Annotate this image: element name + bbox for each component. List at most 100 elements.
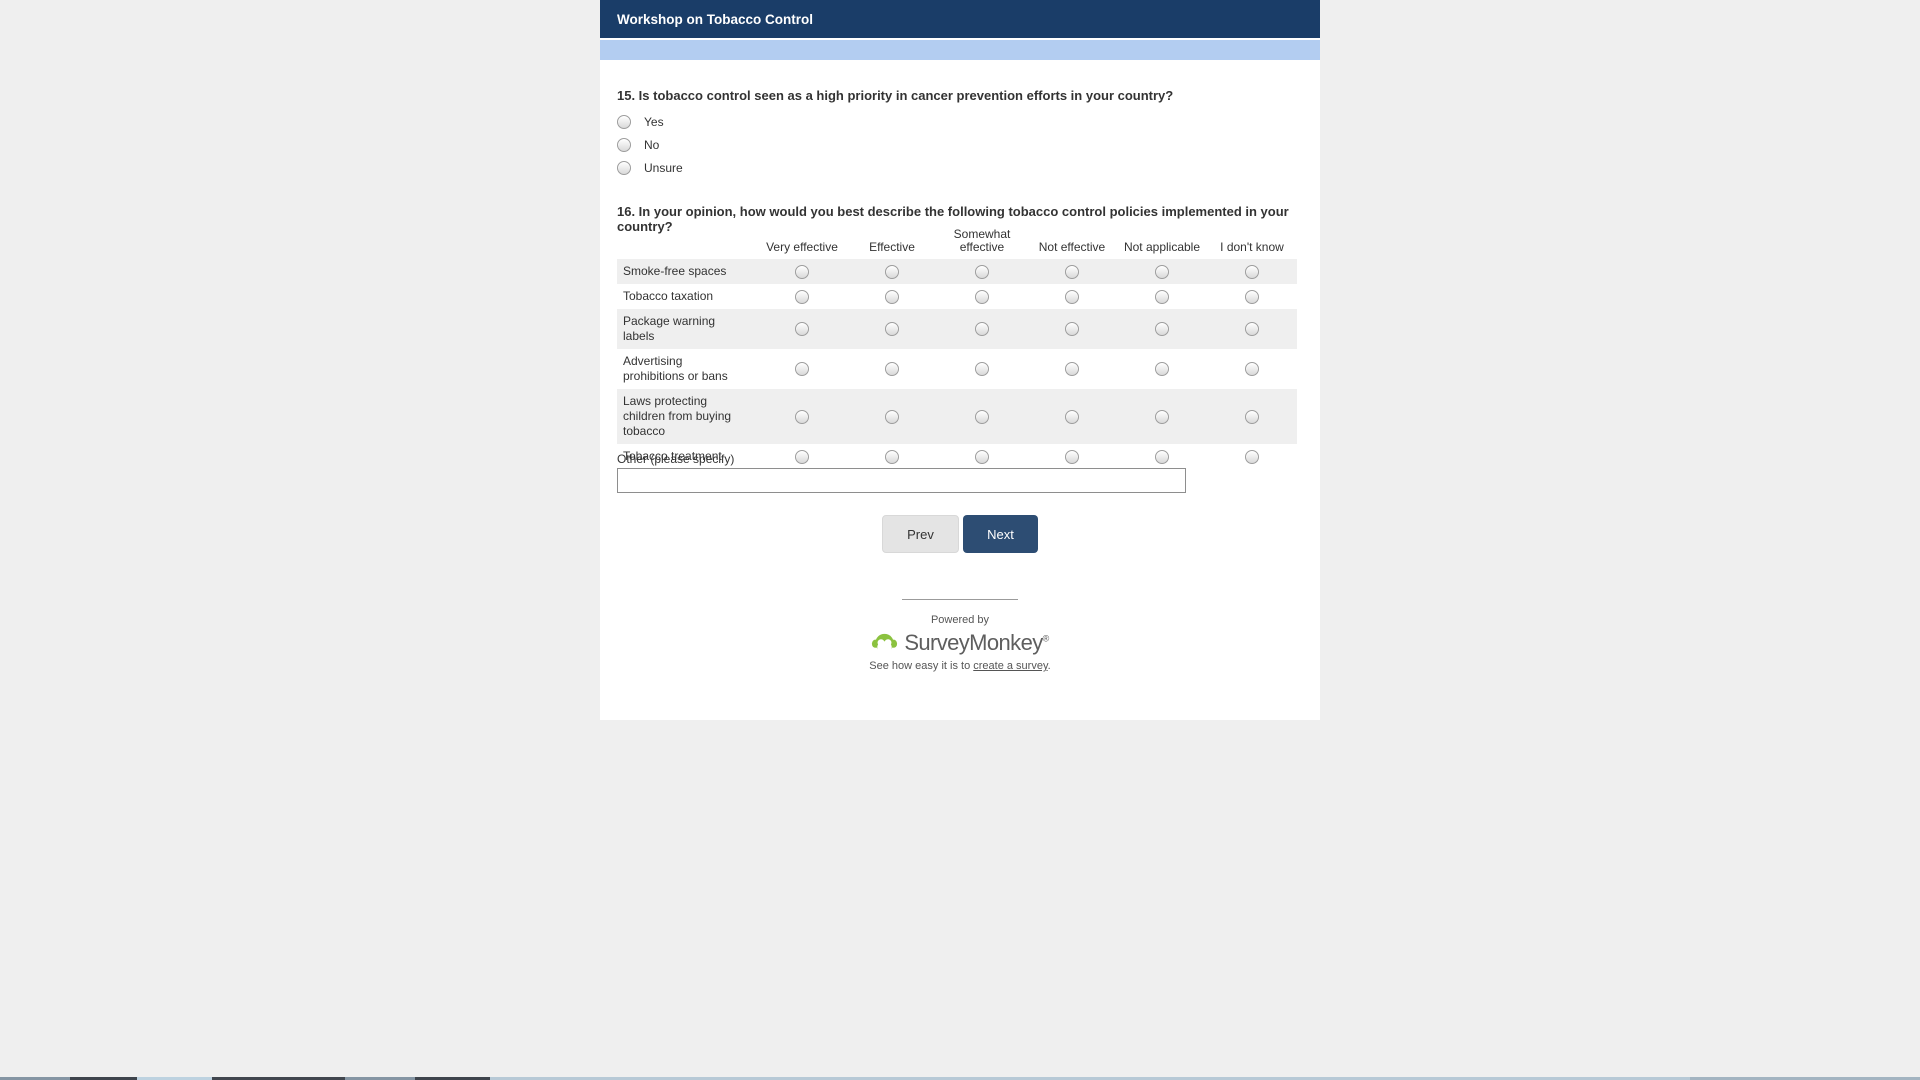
matrix-cell [1027, 409, 1117, 424]
matrix-column-header: Not applicable [1123, 240, 1201, 254]
matrix-cell [1027, 264, 1117, 279]
matrix-radio-button[interactable] [795, 264, 809, 279]
question-15-title: 15. Is tobacco control seen as a high pr… [617, 88, 1174, 103]
matrix-radio-button[interactable] [1065, 322, 1079, 336]
matrix-column-header: I don't know [1220, 240, 1284, 254]
q15-option-yes[interactable]: Yes [617, 110, 683, 133]
matrix-radio-button[interactable] [975, 409, 989, 424]
matrix-cell [1027, 362, 1117, 376]
matrix-cell [937, 449, 1027, 464]
matrix-cell [937, 264, 1027, 279]
matrix-header: Very effective Effective Somewhat effectiv… [617, 224, 1297, 259]
progress-bar [600, 40, 1320, 60]
matrix-cell [1207, 409, 1297, 424]
matrix-row: Package warning labels [617, 309, 1297, 349]
survey-page: Workshop on Tobacco Control 15. Is tobac… [600, 0, 1320, 720]
radio-button-icon[interactable] [617, 137, 631, 152]
radio-button-icon[interactable] [617, 114, 631, 129]
matrix-radio-button[interactable] [795, 362, 809, 376]
matrix-radio-button[interactable] [1065, 362, 1079, 376]
create-survey-link[interactable]: create a survey [973, 660, 1048, 672]
matrix-radio-button[interactable] [1245, 289, 1259, 304]
matrix-radio-button[interactable] [885, 264, 899, 279]
other-specify-label: Other (please specify) [617, 452, 735, 466]
q15-option-unsure[interactable]: Unsure [617, 156, 683, 179]
matrix-row-label: Advertising prohibitions or bans [623, 354, 728, 383]
matrix-cell [937, 289, 1027, 304]
matrix-radio-button[interactable] [1245, 264, 1259, 279]
matrix-radio-button[interactable] [795, 289, 809, 304]
matrix-cell [1027, 289, 1117, 304]
matrix-radio-button[interactable] [975, 264, 989, 279]
matrix-cell [1117, 289, 1207, 304]
registered-mark: ® [1042, 633, 1050, 644]
matrix-radio-button[interactable] [1155, 289, 1169, 304]
matrix-cell [1027, 322, 1117, 336]
matrix-radio-button[interactable] [975, 322, 989, 336]
matrix-cell [1207, 449, 1297, 464]
matrix-cell [1117, 322, 1207, 336]
footer-tagline: See how easy it is to create a survey. [869, 660, 1051, 672]
radio-button-icon[interactable] [617, 160, 631, 175]
matrix-cell [1117, 362, 1207, 376]
matrix-radio-button[interactable] [1155, 264, 1169, 279]
matrix-radio-button[interactable] [975, 289, 989, 304]
matrix-radio-button[interactable] [885, 449, 899, 464]
matrix-radio-button[interactable] [1245, 449, 1259, 464]
option-label: Unsure [644, 160, 683, 175]
navigation-buttons: Prev Next [600, 515, 1320, 553]
matrix-cell [757, 322, 847, 336]
matrix-row-label: Tobacco taxation [623, 289, 714, 303]
q15-option-no[interactable]: No [617, 133, 683, 156]
matrix-radio-button[interactable] [885, 362, 899, 376]
matrix-radio-button[interactable] [1065, 449, 1079, 464]
matrix-radio-button[interactable] [1245, 362, 1259, 376]
matrix-radio-button[interactable] [1065, 409, 1079, 424]
matrix-radio-button[interactable] [795, 322, 809, 336]
option-label: Yes [644, 114, 664, 129]
matrix-cell [1117, 409, 1207, 424]
surveymonkey-wordmark: SurveyMonkey® [904, 630, 1050, 655]
matrix-body: Smoke-free spaces Tobacco taxation Package… [617, 259, 1297, 469]
matrix-column-header: Effective [869, 240, 915, 254]
matrix-cell [847, 449, 937, 464]
matrix-cell [1117, 449, 1207, 464]
next-button[interactable]: Next [963, 515, 1038, 553]
survey-title-bar: Workshop on Tobacco Control [600, 0, 1320, 38]
matrix-cell [847, 322, 937, 336]
matrix-cell [847, 264, 937, 279]
matrix-radio-button[interactable] [1155, 322, 1169, 336]
matrix-radio-button[interactable] [1065, 289, 1079, 304]
surveymonkey-monkey-icon [871, 633, 898, 654]
matrix-cell [1207, 289, 1297, 304]
matrix-row: Advertising prohibitions or bans [617, 349, 1297, 389]
surveymonkey-logo[interactable]: SurveyMonkey® [600, 630, 1320, 656]
matrix-radio-button[interactable] [1155, 449, 1169, 464]
matrix-cell [937, 409, 1027, 424]
matrix-cell [937, 362, 1027, 376]
matrix-radio-button[interactable] [795, 409, 809, 424]
matrix-row-label: Smoke-free spaces [623, 264, 727, 278]
matrix-radio-button[interactable] [1065, 264, 1079, 279]
matrix-radio-button[interactable] [885, 289, 899, 304]
matrix-radio-button[interactable] [1155, 362, 1169, 376]
matrix-radio-button[interactable] [975, 362, 989, 376]
matrix-cell [1207, 322, 1297, 336]
matrix-row: Laws protecting children from buying tob… [617, 389, 1297, 444]
matrix-column-header: Not effective [1038, 240, 1106, 254]
q15-options: Yes No Unsure [617, 110, 683, 179]
footer-divider [902, 599, 1018, 600]
matrix-row: Tobacco taxation [617, 284, 1297, 309]
prev-button[interactable]: Prev [882, 515, 959, 553]
matrix-radio-button[interactable] [1245, 322, 1259, 336]
matrix-radio-button[interactable] [885, 322, 899, 336]
other-specify-input[interactable] [617, 468, 1186, 493]
matrix-radio-button[interactable] [1245, 409, 1259, 424]
matrix-row: Tobacco treatment [617, 444, 1297, 469]
matrix-radio-button[interactable] [975, 449, 989, 464]
q16-matrix: Very effective Effective Somewhat effectiv… [617, 224, 1297, 469]
matrix-cell [757, 264, 847, 279]
matrix-radio-button[interactable] [795, 449, 809, 464]
matrix-radio-button[interactable] [885, 409, 899, 424]
matrix-radio-button[interactable] [1155, 409, 1169, 424]
